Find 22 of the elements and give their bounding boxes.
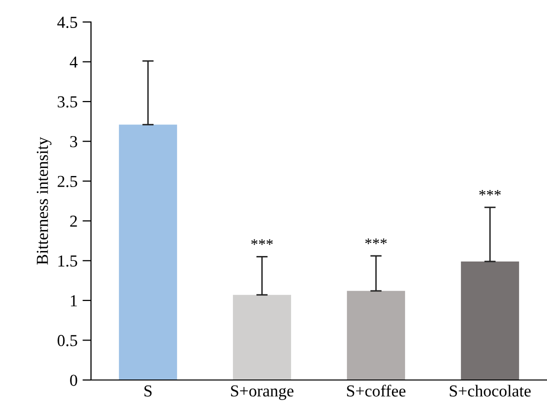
y-tick-label: 1 (70, 295, 77, 306)
y-tick-label: 4 (70, 56, 78, 68)
x-tick-label: S+orange (231, 385, 294, 400)
bar (232, 294, 292, 380)
bar (346, 290, 406, 380)
y-tick-label: 2 (70, 216, 77, 227)
y-tick-label: 3 (70, 136, 78, 148)
bar (118, 124, 178, 380)
x-tick-label: S+chocolate (450, 384, 531, 397)
y-tick-label: 0.5 (58, 334, 78, 346)
y-tick-label: 1.5 (58, 255, 78, 267)
y-tick-label: 2.5 (58, 176, 78, 188)
annotation: *** (365, 238, 387, 244)
x-tick-label: S+coffee (347, 384, 406, 397)
y-tick-label: 0 (70, 374, 78, 386)
annotation: *** (479, 190, 501, 196)
annotation: *** (251, 239, 273, 245)
y-tick-label: 3.5 (58, 96, 78, 108)
bar (460, 261, 520, 380)
y-tick-label: 4.5 (57, 16, 78, 28)
x-tick-label: S (144, 385, 152, 397)
y-axis-title: Bitterness intensity (36, 136, 52, 265)
